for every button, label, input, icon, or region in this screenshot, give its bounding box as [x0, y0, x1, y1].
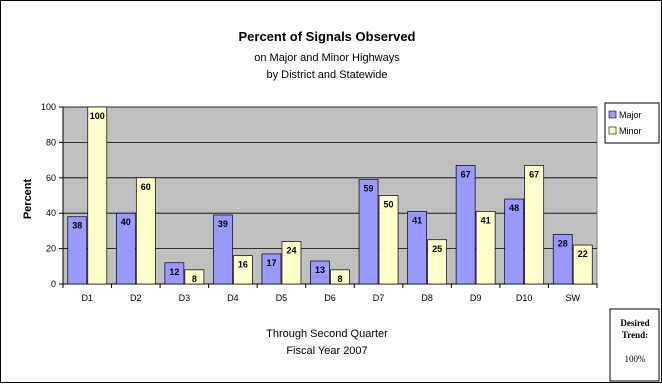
x-tick-label-d7: D7: [373, 293, 385, 303]
desired-trend-value: 100%: [625, 354, 647, 364]
x-tick-label-d6: D6: [324, 293, 336, 303]
bar-minor-d5: [281, 241, 302, 285]
bar-major-d2: [115, 212, 136, 285]
bar-major-d4: [213, 214, 233, 285]
desired-trend-frame: [609, 308, 660, 382]
bar-minor-d1: [87, 106, 108, 285]
y-axis-label: Percent: [22, 178, 34, 219]
data-label-minor-d7: 50: [384, 200, 394, 210]
bar-major-d5: [261, 253, 282, 285]
data-label-minor-d2: 60: [141, 182, 151, 192]
desired-trend-box: Desired Trend: 100%: [609, 308, 660, 382]
bar-major-d1: [67, 216, 88, 285]
y-tick-label-20: 20: [46, 244, 56, 254]
data-label-major-d7: 59: [364, 184, 374, 194]
legend-box: [604, 102, 660, 144]
bar-major-d6: [310, 260, 330, 285]
x-axis-label-line-2: Fiscal Year 2007: [286, 345, 367, 357]
bar-minor-d4: [233, 255, 253, 285]
plot-area: 02040608010038100D14060D2128D33916D41724…: [41, 102, 598, 303]
data-label-minor-sw: 22: [578, 249, 588, 259]
chart-subtitle-line-1: on Major and Minor Highways: [254, 52, 400, 64]
data-label-major-d5: 17: [266, 258, 276, 268]
legend-minor-swatch: [608, 126, 617, 135]
bar-major-d8: [407, 211, 427, 285]
bar-major-d7: [358, 179, 379, 285]
x-tick-label-d4: D4: [227, 293, 239, 303]
y-tick-label-60: 60: [46, 173, 56, 183]
x-axis-label-line-1: Through Second Quarter: [266, 328, 388, 340]
x-tick-label-d1: D1: [82, 293, 94, 303]
chart-subtitle-line-2: by District and Statewide: [266, 69, 387, 81]
x-tick-label-d10: D10: [516, 293, 533, 303]
data-label-major-d3: 12: [169, 267, 179, 277]
data-label-major-d1: 38: [72, 221, 82, 231]
bar-major-d9: [455, 165, 476, 285]
data-label-major-sw: 28: [558, 238, 568, 248]
bar-minor-d8: [427, 239, 447, 285]
bar-minor-d3: [184, 269, 205, 285]
x-tick-label-d8: D8: [421, 293, 433, 303]
y-tick-label-80: 80: [46, 137, 56, 147]
data-label-major-d6: 13: [315, 265, 325, 275]
legend-major-label: Major: [619, 110, 642, 120]
bar-major-sw: [552, 234, 573, 285]
data-label-minor-d5: 24: [286, 246, 296, 256]
data-label-minor-d6: 8: [337, 274, 342, 284]
x-tick-label-d5: D5: [276, 293, 288, 303]
bar-minor-d10: [524, 165, 545, 285]
bar-minor-d2: [135, 177, 156, 285]
x-tick-label-d3: D3: [179, 293, 191, 303]
data-label-major-d2: 40: [121, 217, 131, 227]
y-tick-label-40: 40: [46, 208, 56, 218]
chart-title: Percent of Signals Observed: [238, 29, 415, 44]
bar-major-d3: [164, 262, 185, 285]
legend: Major Minor: [604, 102, 660, 144]
legend-minor-label: Minor: [619, 126, 642, 136]
data-label-major-d10: 48: [509, 203, 519, 213]
data-label-major-d9: 67: [461, 169, 471, 179]
desired-trend-label-2: Trend:: [622, 330, 648, 340]
y-tick-label-100: 100: [41, 102, 56, 112]
data-label-major-d4: 39: [218, 219, 228, 229]
y-tick-label-0: 0: [51, 279, 56, 289]
data-label-minor-d8: 25: [432, 244, 442, 254]
data-label-minor-d1: 100: [90, 111, 105, 121]
data-label-minor-d3: 8: [192, 274, 197, 284]
legend-major-swatch: [608, 110, 617, 119]
data-label-minor-d4: 16: [238, 260, 248, 270]
data-label-minor-d9: 41: [481, 215, 491, 225]
bar-minor-d6: [330, 269, 350, 285]
bar-minor-d9: [475, 211, 496, 285]
x-tick-label-sw: SW: [565, 293, 580, 303]
data-label-minor-d10: 67: [529, 169, 539, 179]
bar-minor-d7: [378, 195, 399, 285]
x-tick-label-d9: D9: [470, 293, 482, 303]
desired-trend-label-1: Desired: [620, 318, 649, 328]
bar-minor-sw: [572, 244, 593, 285]
bar-major-d10: [504, 198, 525, 285]
x-tick-label-d2: D2: [130, 293, 142, 303]
data-label-major-d8: 41: [412, 215, 422, 225]
